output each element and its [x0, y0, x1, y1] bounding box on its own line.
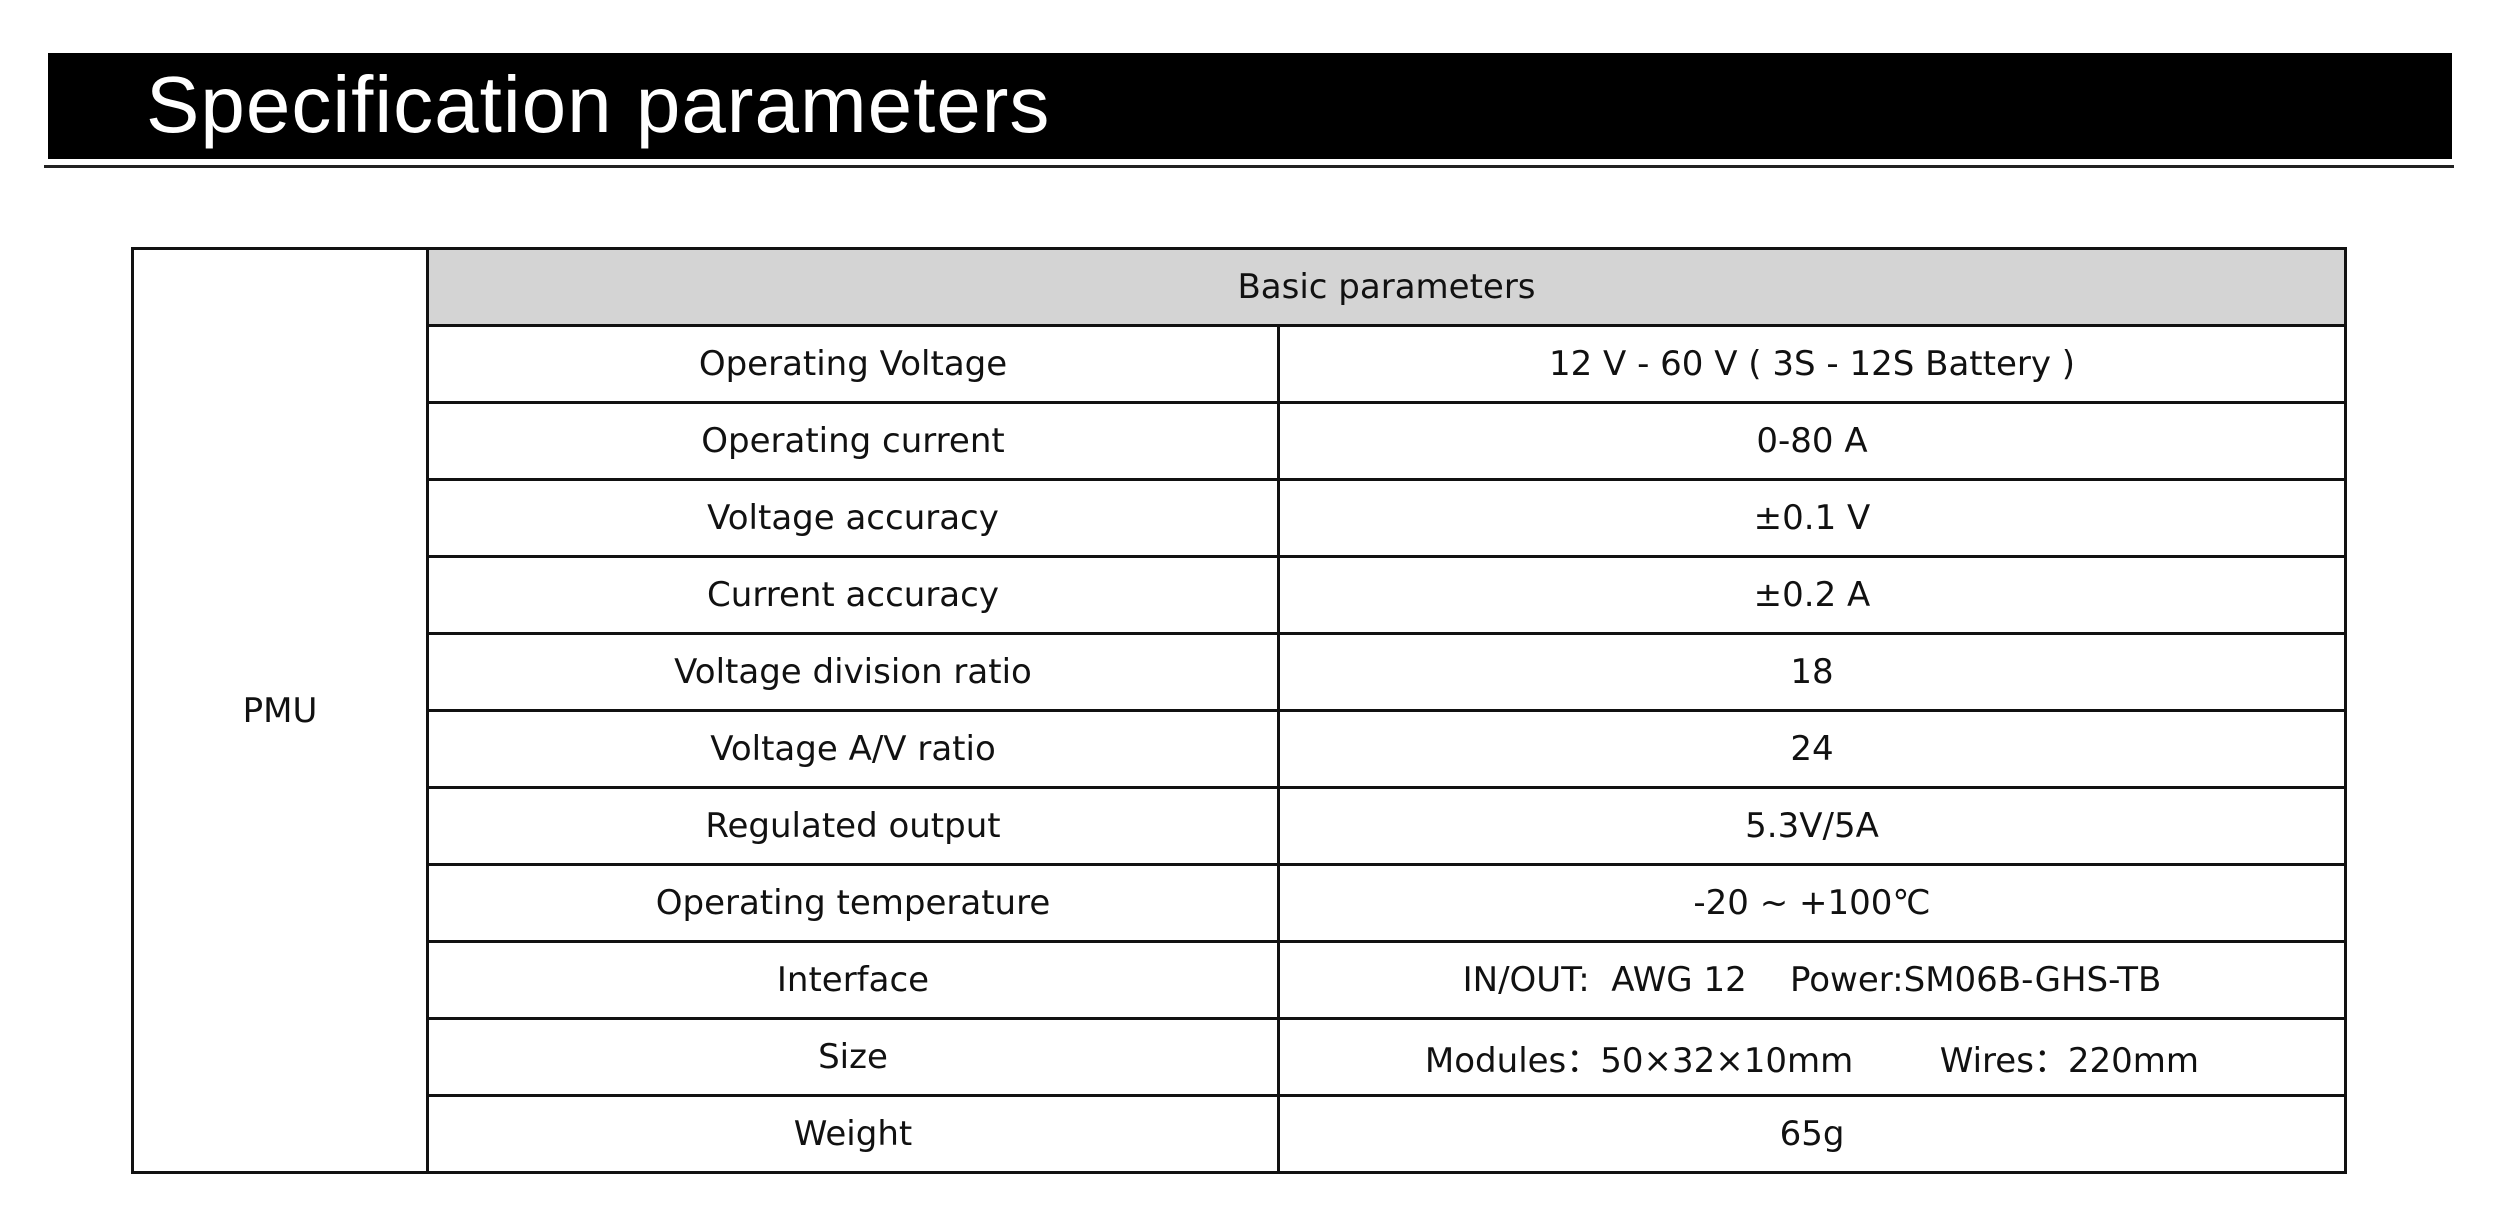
param-value: ±0.2 A	[1277, 555, 2347, 635]
spec-table: PMU Basic parameters Operating Voltage 12…	[131, 247, 2347, 1174]
param-value: -20 ~ +100℃	[1277, 863, 2347, 943]
param-value: 12 V - 60 V ( 3S - 12S Battery )	[1277, 324, 2347, 404]
param-name: Voltage accuracy	[426, 478, 1280, 558]
table-row: Voltage accuracy ±0.1 V	[133, 478, 2347, 558]
table-row: Size Modules：50×32×10mm Wires：220mm	[133, 1017, 2347, 1097]
table-row: Current accuracy ±0.2 A	[133, 555, 2347, 635]
param-name: Operating temperature	[426, 863, 1280, 943]
param-value: 0-80 A	[1277, 401, 2347, 481]
table-row: Operating Voltage 12 V - 60 V ( 3S - 12S …	[133, 324, 2347, 404]
param-name: Weight	[426, 1094, 1280, 1174]
table-row: Regulated output 5.3V/5A	[133, 786, 2347, 866]
title-divider	[44, 165, 2454, 168]
param-value: Modules：50×32×10mm Wires：220mm	[1277, 1017, 2347, 1097]
section-header: Basic parameters	[426, 247, 2347, 327]
param-name: Operating current	[426, 401, 1280, 481]
param-name: Current accuracy	[426, 555, 1280, 635]
param-name: Voltage A/V ratio	[426, 709, 1280, 789]
table-row: Weight 65g	[133, 1094, 2347, 1174]
param-name: Interface	[426, 940, 1280, 1020]
param-name: Regulated output	[426, 786, 1280, 866]
table-row: Operating current 0-80 A	[133, 401, 2347, 481]
title-bar: Specification parameters	[48, 53, 2452, 159]
param-value: 18	[1277, 632, 2347, 712]
group-label: PMU	[131, 247, 429, 1174]
param-value: 5.3V/5A	[1277, 786, 2347, 866]
param-name: Voltage division ratio	[426, 632, 1280, 712]
param-value: 65g	[1277, 1094, 2347, 1174]
table-row: Voltage A/V ratio 24	[133, 709, 2347, 789]
table-row: Interface IN/OUT: AWG 12 Power:SM06B-GHS-…	[133, 940, 2347, 1020]
table-row: Voltage division ratio 18	[133, 632, 2347, 712]
table-header-row: PMU Basic parameters	[131, 247, 2347, 1174]
param-value: IN/OUT: AWG 12 Power:SM06B-GHS-TB	[1277, 940, 2347, 1020]
param-value: ±0.1 V	[1277, 478, 2347, 558]
param-value: 24	[1277, 709, 2347, 789]
table-row: Operating temperature -20 ~ +100℃	[133, 863, 2347, 943]
param-name: Size	[426, 1017, 1280, 1097]
page-title: Specification parameters	[146, 60, 1051, 149]
param-name: Operating Voltage	[426, 324, 1280, 404]
